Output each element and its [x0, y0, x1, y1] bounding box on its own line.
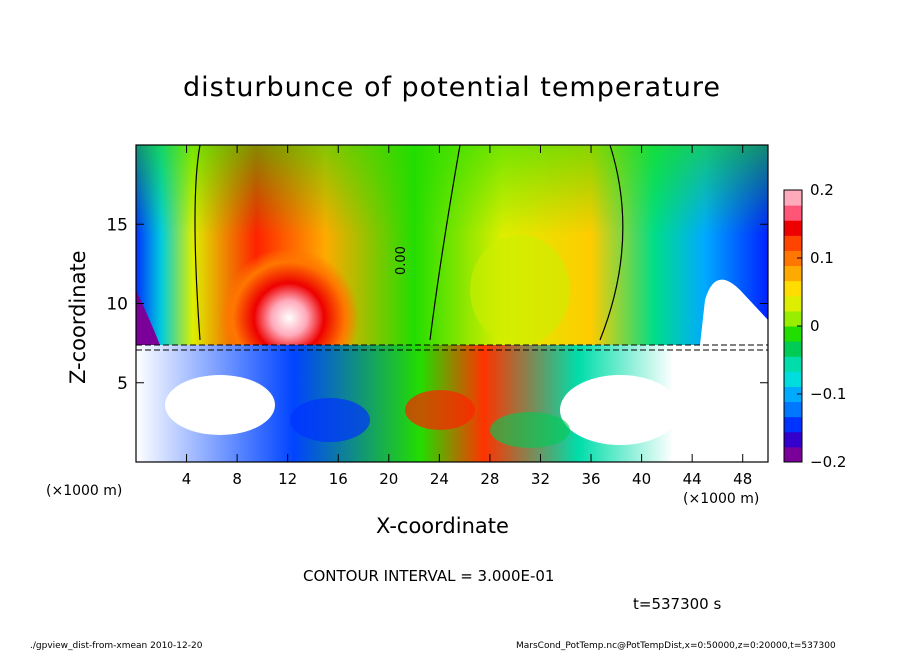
footer-left: ./gpview_dist-from-xmean 2010-12-20: [30, 641, 203, 651]
colorbar-swatch: [784, 326, 802, 342]
heatmap-field: [136, 145, 768, 462]
colorbar-swatch: [784, 220, 802, 236]
footer-right: MarsCond_PotTemp.nc@PotTempDist,x=0:5000…: [516, 641, 836, 651]
colorbar-swatch: [784, 371, 802, 387]
x-tick-label: 40: [632, 470, 651, 488]
x-tick-label: 44: [683, 470, 702, 488]
colorbar-swatch: [784, 250, 802, 267]
colorbar-swatch: [784, 235, 802, 251]
contour-label: 0.00: [394, 246, 409, 275]
colorbar-swatch: [784, 310, 802, 327]
colorbar-tick-label: −0.1: [810, 385, 846, 403]
colorbar-swatch: [784, 265, 802, 282]
x-tick-label: 12: [278, 470, 297, 488]
x-tick-label: 28: [480, 470, 499, 488]
colorbar-tick-label: 0.2: [810, 181, 834, 199]
x-tick-label: 32: [531, 470, 550, 488]
colorbar-tick-label: −0.2: [810, 453, 846, 471]
colorbar-swatch: [784, 280, 802, 297]
contour-interval-label: CONTOUR INTERVAL = 3.000E-01: [303, 567, 555, 585]
colorbar-swatch: [784, 416, 802, 433]
x-tick-label: 4: [182, 470, 192, 488]
x-tick-label: 24: [430, 470, 449, 488]
y-tick-label: 10: [106, 295, 128, 315]
colorbar-swatch: [784, 295, 802, 312]
colorbar-swatch: [784, 205, 802, 221]
x-unit-label-left: (×1000 m): [46, 483, 123, 499]
x-tick-label: 36: [581, 470, 600, 488]
colorbar-swatch: [784, 431, 802, 448]
x-tick-label: 20: [379, 470, 398, 488]
y-tick-label: 5: [117, 374, 128, 394]
colorbar-tick-label: 0: [810, 317, 820, 335]
colorbar-swatch: [784, 341, 802, 357]
x-unit-label-right: (×1000 m): [683, 491, 760, 507]
x-tick-label: 8: [232, 470, 242, 488]
colorbar-swatch: [784, 401, 802, 418]
colorbar-tick-label: 0.1: [810, 249, 834, 267]
y-tick-label: 15: [106, 215, 128, 235]
time-label: t=537300 s: [633, 595, 722, 613]
x-tick-label: 48: [733, 470, 752, 488]
x-axis-label: X-coordinate: [376, 514, 509, 538]
colorbar-swatch: [784, 190, 802, 206]
colorbar-swatch: [784, 386, 802, 403]
x-tick-label: 16: [329, 470, 348, 488]
colorbar-swatch: [784, 446, 802, 463]
colorbar-swatch: [784, 356, 802, 372]
chart-title: disturbunce of potential temperature: [183, 72, 721, 103]
